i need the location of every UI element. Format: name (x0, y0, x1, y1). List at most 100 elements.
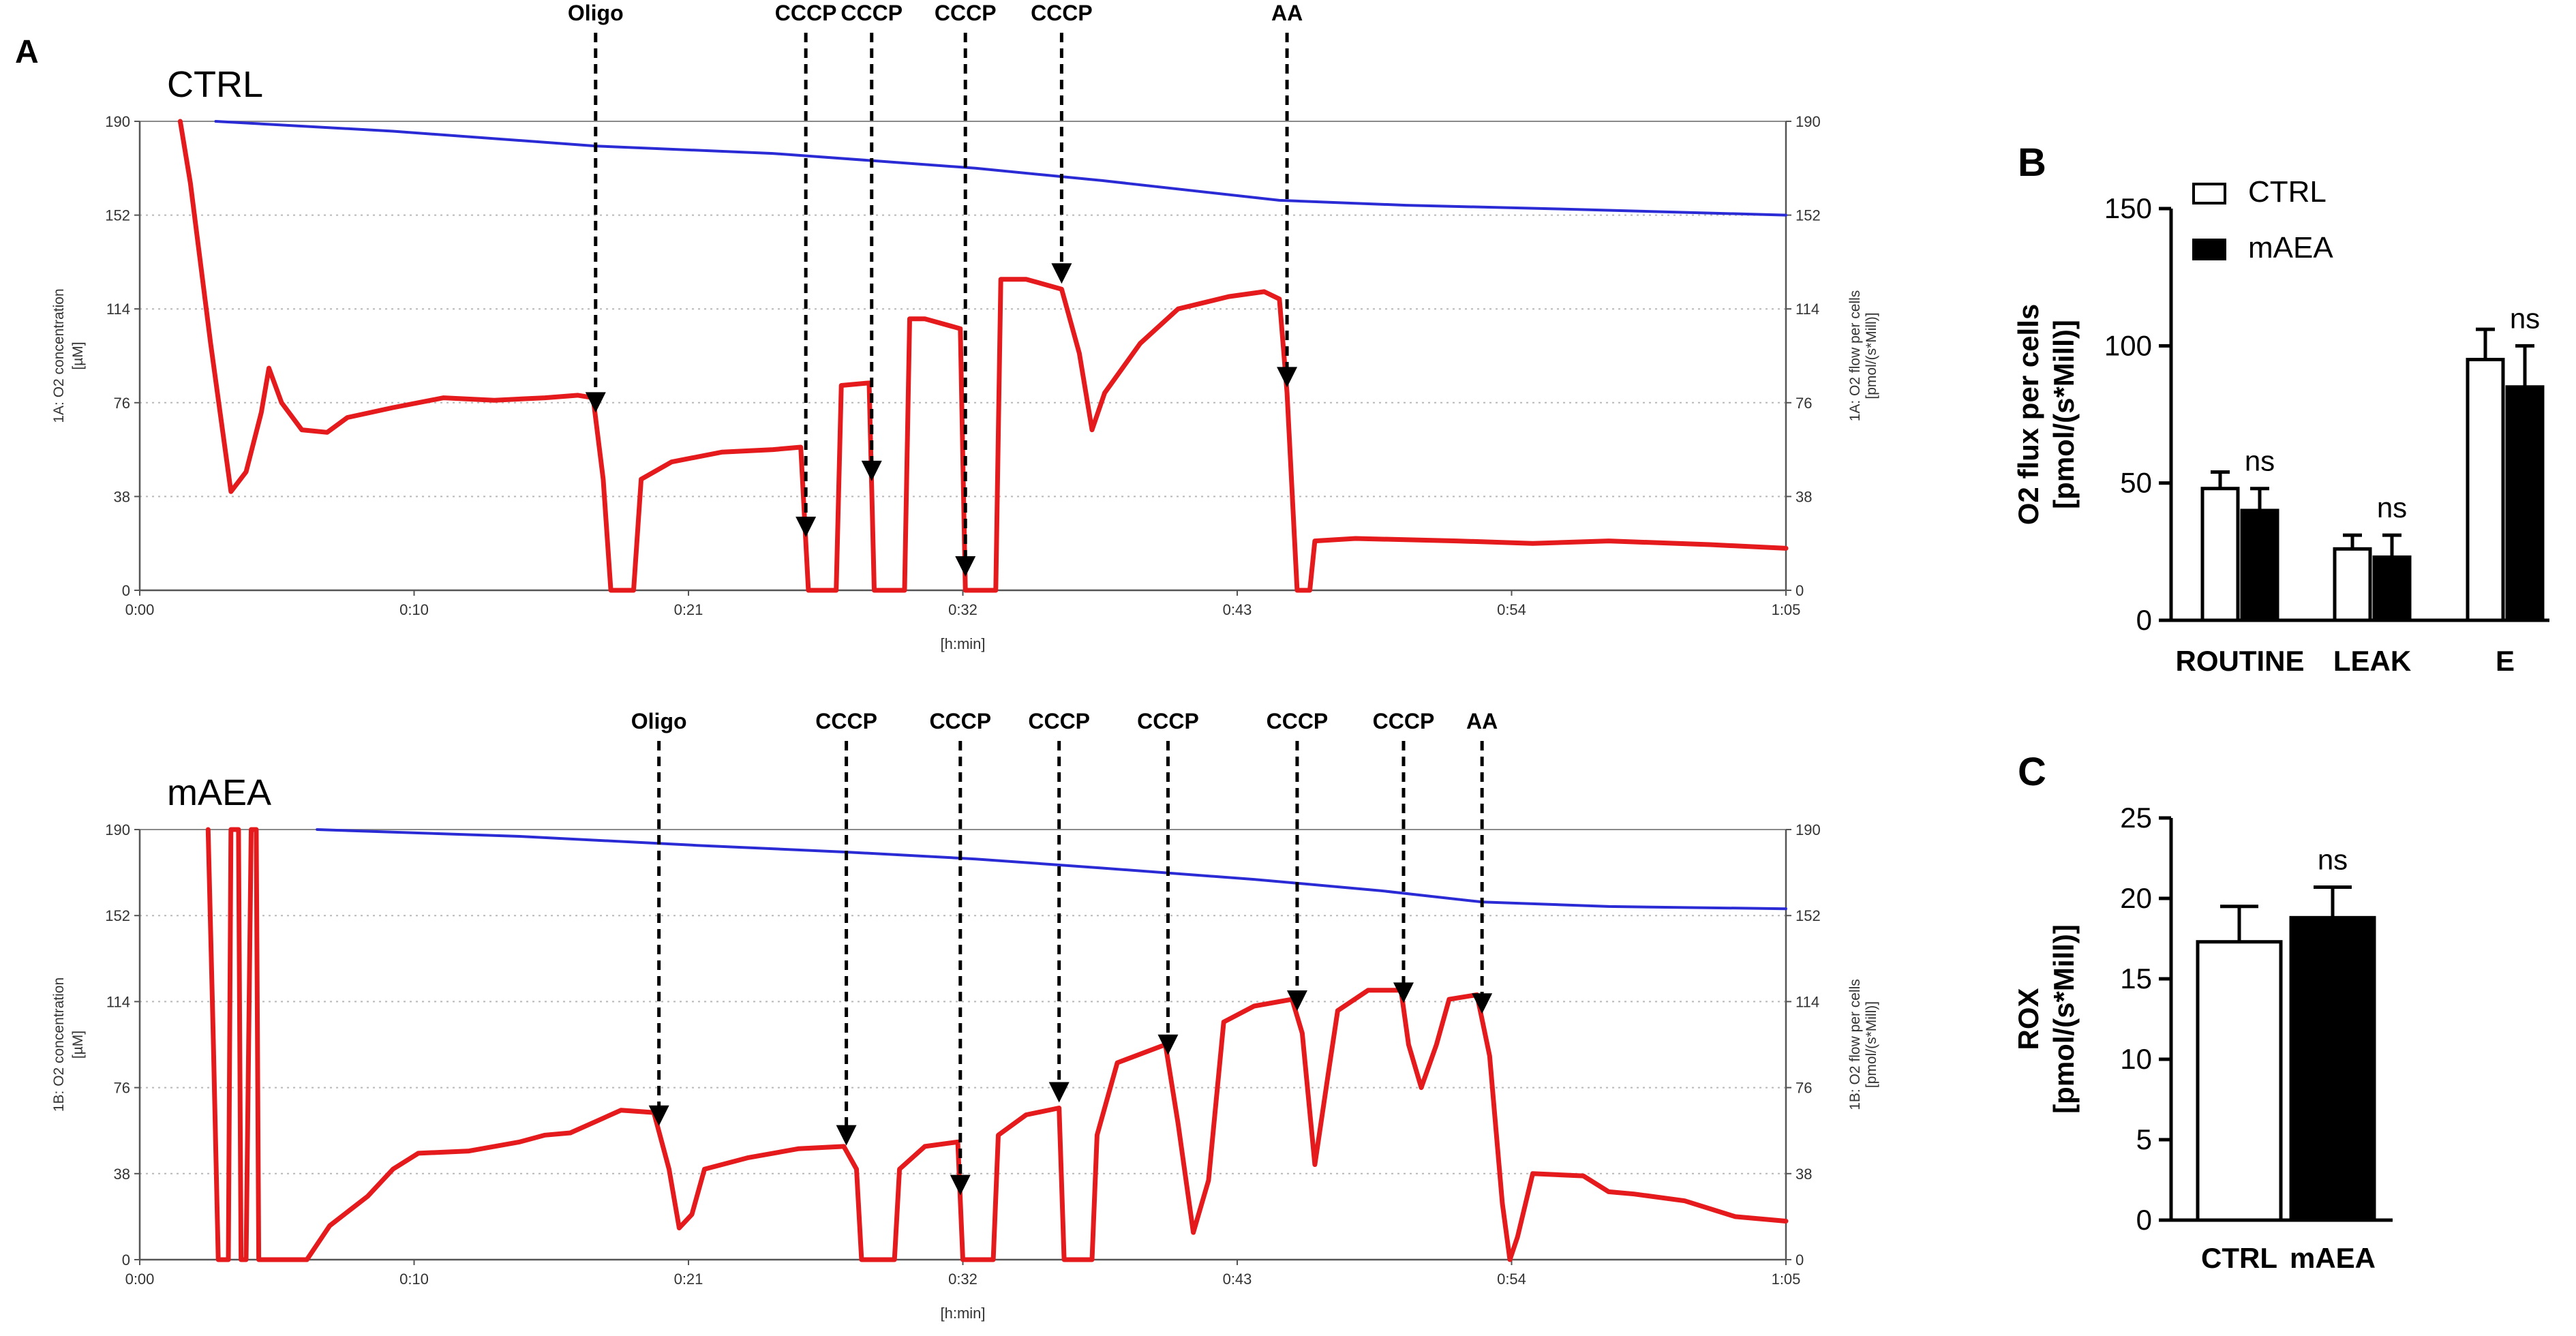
x-axis-label: [h:min] (940, 1305, 985, 1322)
injection-arrow-head (1393, 982, 1414, 1003)
y-tick-label: 0 (2136, 1204, 2152, 1236)
x-axis-label: [h:min] (940, 635, 985, 652)
y-tick-label-left: 76 (114, 395, 130, 412)
injection-label: CCCP (1267, 709, 1329, 733)
oxygraph-chart-ctrl: 0 0 38 38 76 76 114 114 152 152 190 190 0:00 0:10 0:21… (51, 1, 1879, 652)
y-axis-title: ROX (2012, 988, 2044, 1050)
bar-maea (2289, 915, 2376, 1222)
injection-arrow-head (648, 1105, 669, 1126)
y-tick-label-left: 114 (106, 993, 130, 1010)
o2-flux-bar-chart: 0 50 100 150 O2 flux per cells [pmol/(s*Mill)… (2012, 175, 2549, 677)
x-tick-label: ROUTINE (2176, 645, 2305, 677)
y-tick-label: 25 (2120, 802, 2152, 834)
x-tick-label: 1:05 (1772, 601, 1801, 618)
x-tick-label: LEAK (2333, 645, 2411, 677)
x-tick-label: CTRL (2201, 1242, 2277, 1274)
y-axis-unit: [pmol/(s*Mill)] (2048, 924, 2080, 1114)
y-axis-left-title: 1A: O2 concentration (51, 288, 67, 423)
y-tick-label-right: 38 (1795, 1166, 1812, 1183)
o2-flow-trace (205, 827, 1789, 1262)
y-tick-label: 5 (2136, 1123, 2152, 1155)
o2-concentration-trace (214, 120, 1787, 217)
y-axis-left-title: 1B: O2 concentration (51, 977, 67, 1112)
bar-ctrl (2196, 940, 2283, 1222)
x-tick-label: 0:10 (399, 1271, 429, 1288)
x-tick-label: 0:00 (125, 1271, 155, 1288)
bar-ctrl (2466, 357, 2505, 622)
y-tick-label: 0 (2136, 604, 2152, 636)
y-axis-right-unit: [pmol/(s*Mill)] (1864, 312, 1879, 399)
injection-arrow-head (585, 392, 606, 413)
injection-arrow-head (1472, 993, 1493, 1014)
significance-label: ns (2245, 445, 2275, 477)
y-tick-label-right: 76 (1795, 395, 1812, 412)
y-axis-right-unit: [pmol/(s*Mill)] (1864, 1001, 1879, 1088)
significance-label: ns (2377, 491, 2407, 523)
bar-maea (2505, 385, 2545, 622)
significance-label: ns (2510, 302, 2540, 334)
y-tick-label: 100 (2104, 329, 2152, 361)
y-tick-label-left: 114 (106, 301, 130, 318)
x-tick-label: 0:32 (948, 601, 978, 618)
panel-letter-c: C (2018, 750, 2046, 794)
x-tick-label: 0:00 (125, 601, 155, 618)
panel-letter-b: B (2018, 140, 2046, 185)
injection-arrow-head (1277, 367, 1298, 388)
y-tick-label: 20 (2120, 882, 2152, 914)
y-tick-label-right: 114 (1795, 993, 1819, 1010)
injection-arrow-head (955, 556, 976, 577)
x-tick-label: E (2496, 645, 2515, 677)
injection-label: CCCP (815, 709, 877, 733)
injection-label: CCCP (1373, 709, 1435, 733)
y-tick-label-right: 190 (1795, 821, 1821, 838)
injection-arrow-head (836, 1125, 857, 1146)
x-tick-label: 0:54 (1497, 1271, 1526, 1288)
x-tick-label: mAEA (2290, 1242, 2376, 1274)
x-tick-label: 0:43 (1223, 601, 1252, 618)
y-tick-label-right: 152 (1795, 207, 1821, 224)
injection-label: CCCP (840, 1, 903, 25)
legend-swatch-maea (2192, 239, 2226, 260)
y-tick-label-left: 38 (114, 1166, 130, 1183)
y-tick-label-right: 190 (1795, 113, 1821, 130)
group-label: mAEA (167, 772, 271, 813)
legend-label-ctrl: CTRL (2248, 175, 2327, 209)
y-tick-label: 15 (2120, 962, 2152, 995)
injection-label: AA (1271, 1, 1303, 25)
x-tick-label: 0:43 (1223, 1271, 1252, 1288)
bar-maea (2372, 555, 2412, 622)
bar-ctrl (2200, 487, 2240, 622)
y-axis-right-title: 1B: O2 flow per cells (1847, 979, 1863, 1110)
y-axis-right-title: 1A: O2 flow per cells (1847, 290, 1863, 422)
injection-arrow-head (861, 460, 882, 481)
injection-arrow-head (795, 516, 817, 537)
x-tick-label: 0:21 (674, 601, 703, 618)
injection-label: AA (1466, 709, 1498, 733)
y-tick-label-left: 152 (105, 907, 130, 924)
y-axis-unit: [pmol/(s*Mill)] (2048, 320, 2080, 509)
injection-arrow-head (1051, 263, 1072, 284)
y-axis-left-unit: [µM] (70, 341, 86, 369)
injection-label: CCCP (1028, 709, 1090, 733)
injection-arrow-head (1286, 990, 1307, 1011)
y-tick-label-right: 38 (1795, 488, 1812, 505)
y-tick-label-left: 190 (105, 113, 130, 130)
x-tick-label: 0:10 (399, 601, 429, 618)
legend-label-maea: mAEA (2248, 231, 2333, 264)
y-tick-label-right: 0 (1795, 582, 1804, 599)
y-axis-left-unit: [µM] (70, 1031, 86, 1059)
y-tick-label: 50 (2120, 467, 2152, 499)
y-tick-label-left: 76 (114, 1080, 130, 1097)
y-tick-label-left: 152 (105, 207, 130, 224)
x-tick-label: 0:32 (948, 1271, 978, 1288)
injection-label: CCCP (929, 709, 991, 733)
y-tick-label-right: 0 (1795, 1251, 1804, 1269)
injection-arrow-head (1157, 1034, 1179, 1055)
y-tick-label-left: 0 (122, 1251, 130, 1269)
injection-label: CCCP (1137, 709, 1199, 733)
bar-ctrl (2333, 547, 2372, 622)
injection-label: Oligo (631, 709, 687, 733)
y-tick-label: 10 (2120, 1043, 2152, 1075)
y-tick-label-right: 76 (1795, 1080, 1812, 1097)
